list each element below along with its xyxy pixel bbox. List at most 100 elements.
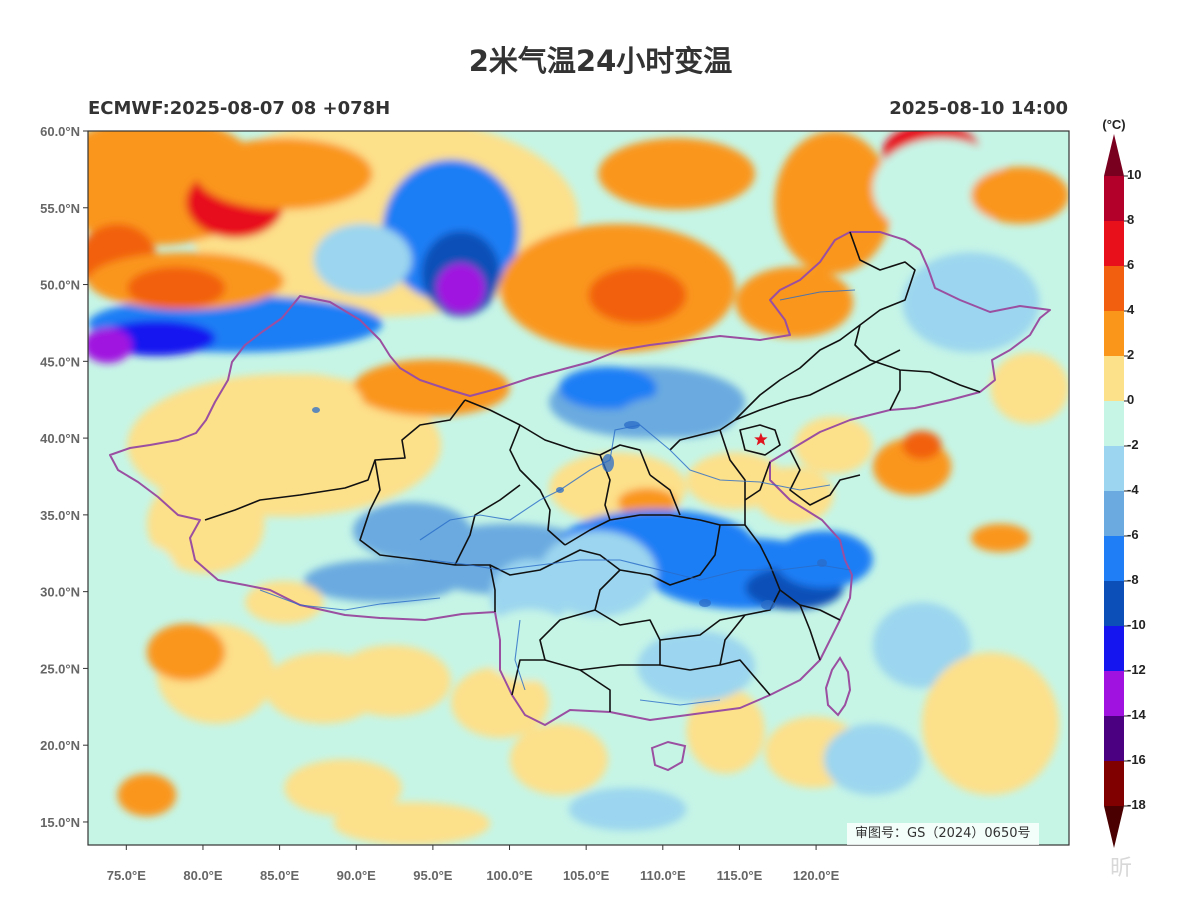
colorbar-label: -18: [1127, 797, 1146, 812]
colorbar-segment: [1104, 356, 1124, 401]
colorbar-segment: [1104, 491, 1124, 536]
lat-tick-label: 30.0°N: [40, 585, 80, 600]
colorbar-segment: [1104, 626, 1124, 671]
field-patch: [637, 630, 756, 703]
field-patch: [146, 623, 226, 681]
field-patch: [735, 266, 854, 339]
field-patch: [794, 416, 873, 474]
field-patch: [823, 723, 922, 796]
field-patch: [88, 327, 133, 364]
model-run-label: ECMWF:2025-08-07 08 +078H: [88, 98, 391, 119]
colorbar-segment: [1104, 221, 1124, 266]
field-patch: [558, 366, 657, 410]
colorbar-label: -12: [1127, 662, 1146, 677]
lon-tick-label: 90.0°E: [337, 868, 377, 883]
valid-time-label: 2025-08-10 14:00: [889, 98, 1068, 119]
field-patch: [872, 138, 1011, 239]
colorbar-segment: [1104, 446, 1124, 491]
beijing-star-icon: [754, 432, 768, 446]
colorbar-segment: [1104, 761, 1124, 806]
field-patch: [568, 787, 687, 831]
lon-tick-label: 75.0°E: [107, 868, 147, 883]
colorbar-label: 6: [1127, 257, 1134, 272]
field-patch: [509, 723, 608, 796]
field-patch: [598, 138, 756, 210]
lakes: [312, 407, 827, 610]
colorbar-label: 10: [1127, 167, 1141, 182]
field-patch: [902, 430, 942, 460]
lat-tick-label: 60.0°N: [40, 124, 80, 139]
field-patch: [617, 395, 736, 439]
field-patch: [117, 773, 177, 817]
latitude-axis: 60.0°N 55.0°N 50.0°N 45.0°N 40.0°N 35.0°N 30.0…: [40, 124, 88, 830]
colorbar-segment: [1104, 176, 1124, 221]
field-patch: [313, 223, 412, 296]
lon-tick-label: 95.0°E: [413, 868, 453, 883]
map-title: 2米气温24小时变温: [468, 44, 733, 78]
colorbar-label: 2: [1127, 347, 1134, 362]
china-border: [109, 231, 1051, 726]
field-patch: [588, 266, 687, 324]
lat-tick-label: 40.0°N: [40, 431, 80, 446]
field-patch: [990, 352, 1069, 424]
colorbar-segment: [1104, 311, 1124, 356]
field-patch: [480, 609, 579, 681]
field-patch: [127, 266, 226, 310]
lon-tick-label: 80.0°E: [183, 868, 223, 883]
field-patch: [117, 545, 177, 603]
field-patch: [970, 523, 1030, 553]
colorbar-segment: [1104, 536, 1124, 581]
colorbar-segment: [1104, 401, 1124, 446]
field-patch: [774, 131, 893, 274]
lon-tick-label: 115.0°E: [717, 868, 763, 883]
colorbar-label: 8: [1127, 212, 1134, 227]
plot-frame: [87, 130, 1070, 846]
lon-tick-label: 110.0°E: [640, 868, 686, 883]
temperature-change-field: [88, 131, 1069, 845]
map-approval-number: 审图号：GS（2024）0650号: [847, 823, 1039, 845]
lat-tick-label: 15.0°N: [40, 815, 80, 830]
field-patch: [146, 473, 265, 574]
hainan: [650, 740, 687, 772]
colorbar-label: -10: [1127, 617, 1146, 632]
field-patch: [284, 759, 402, 817]
field-patch: [755, 466, 834, 524]
field-patch: [333, 802, 491, 845]
colorbar-segment: [1104, 266, 1124, 311]
province-boundaries: [204, 231, 981, 712]
lat-tick-label: 55.0°N: [40, 201, 80, 216]
lon-tick-label: 85.0°E: [260, 868, 300, 883]
field-patch: [970, 166, 1069, 224]
rivers: [259, 289, 856, 706]
lon-tick-label: 100.0°E: [486, 868, 533, 883]
colorbar-label: -14: [1127, 707, 1147, 722]
colorbar-segment: [1104, 716, 1124, 761]
colorbar-unit: (°C): [1102, 117, 1125, 132]
colorbar-label: -4: [1127, 482, 1139, 497]
watermark: 昕: [1110, 856, 1133, 881]
field-patch: [872, 602, 971, 688]
colorbar-label: -8: [1127, 572, 1139, 587]
field-patch: [244, 373, 363, 431]
lat-tick-label: 45.0°N: [40, 354, 80, 369]
colorbar-label: -16: [1127, 752, 1146, 767]
lon-tick-label: 120.0°E: [793, 868, 840, 883]
lon-tick-label: 105.0°E: [563, 868, 610, 883]
lat-tick-label: 35.0°N: [40, 508, 80, 523]
colorbar-top-arrow: [1104, 134, 1124, 176]
field-patch: [921, 652, 1060, 796]
colorbar-bottom-arrow: [1104, 806, 1124, 848]
lat-tick-label: 20.0°N: [40, 738, 80, 753]
colorbar-label: -2: [1127, 437, 1139, 452]
field-patch: [617, 488, 677, 517]
longitude-axis: 75.0°E 80.0°E 85.0°E 90.0°E 95.0°E 100.0°E 105…: [107, 845, 840, 883]
field-patch: [436, 263, 486, 314]
taiwan: [824, 656, 852, 717]
colorbar-segment: [1104, 671, 1124, 716]
colorbar-label: 0: [1127, 392, 1134, 407]
lat-tick-label: 25.0°N: [40, 661, 80, 676]
colorbar-segment: [1104, 581, 1124, 626]
field-patch: [450, 666, 550, 738]
field-patch: [195, 138, 373, 210]
